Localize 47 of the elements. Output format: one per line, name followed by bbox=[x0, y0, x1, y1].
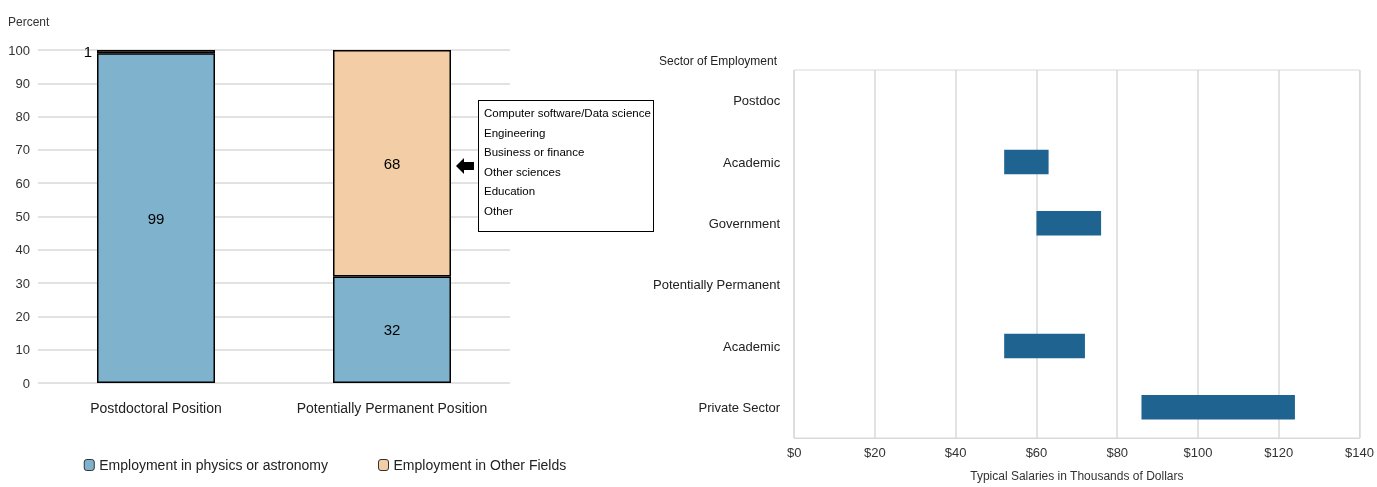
x-tick-label: Postdoctoral Position bbox=[90, 400, 222, 416]
x-tick-label: $80 bbox=[1106, 445, 1129, 460]
y-tick-label: 30 bbox=[15, 275, 30, 291]
x-tick-label: Potentially Permanent Position bbox=[296, 400, 488, 416]
y-axis-title: Percent bbox=[8, 15, 51, 29]
y-tick-label: 10 bbox=[15, 342, 30, 358]
y-tick-label: Government bbox=[708, 215, 781, 231]
x-tick-label: $0 bbox=[786, 445, 802, 460]
x-tick-label: $120 bbox=[1264, 445, 1294, 460]
y-tick-label: 90 bbox=[15, 75, 30, 91]
bar bbox=[97, 53, 215, 383]
annotation: Engineering bbox=[484, 125, 547, 141]
annotation: Business or finance bbox=[484, 145, 586, 160]
y-tick-label: Private Sector bbox=[698, 399, 781, 415]
y-tick-label: 0 bbox=[22, 375, 30, 391]
y-tick-label: Academic bbox=[723, 154, 781, 170]
data-label: 32 bbox=[383, 321, 401, 339]
bar bbox=[1036, 211, 1102, 236]
bar bbox=[1004, 149, 1049, 175]
y-tick-label: 60 bbox=[15, 175, 30, 191]
y-tick-label: 50 bbox=[15, 209, 30, 224]
data-label: 68 bbox=[383, 154, 401, 172]
y-tick-label: 100 bbox=[8, 42, 30, 58]
y-tick-label: 70 bbox=[15, 142, 30, 158]
y-tick-label: 20 bbox=[15, 308, 30, 324]
y-tick-label: 80 bbox=[15, 109, 30, 125]
annotation: Other bbox=[484, 203, 514, 219]
legend-label: Employment in Other Fields bbox=[393, 457, 567, 473]
annotation: Education bbox=[484, 184, 537, 199]
annotation: Computer software/Data science bbox=[484, 106, 652, 121]
y-axis-title: Sector of Employment bbox=[659, 54, 778, 68]
x-axis-title: Typical Salaries in Thousands of Dollars bbox=[970, 469, 1184, 483]
data-label: 99 bbox=[147, 209, 165, 227]
x-tick-label: $140 bbox=[1345, 445, 1374, 460]
data-label: 1 bbox=[83, 43, 92, 61]
y-tick-label: Academic bbox=[723, 338, 781, 354]
x-tick-label: $20 bbox=[864, 445, 886, 460]
y-tick-label: 40 bbox=[15, 242, 30, 258]
bar bbox=[1141, 395, 1295, 420]
y-tick-label: Postdoc bbox=[733, 93, 781, 109]
legend-label: Employment in physics or astronomy bbox=[99, 457, 329, 473]
x-tick-label: $40 bbox=[944, 445, 967, 460]
y-tick-label: Potentially Permanent bbox=[652, 277, 781, 293]
x-tick-label: $60 bbox=[1025, 445, 1048, 460]
annotation: Other sciences bbox=[484, 164, 562, 180]
x-tick-label: $100 bbox=[1183, 445, 1213, 460]
bar bbox=[1004, 333, 1085, 359]
